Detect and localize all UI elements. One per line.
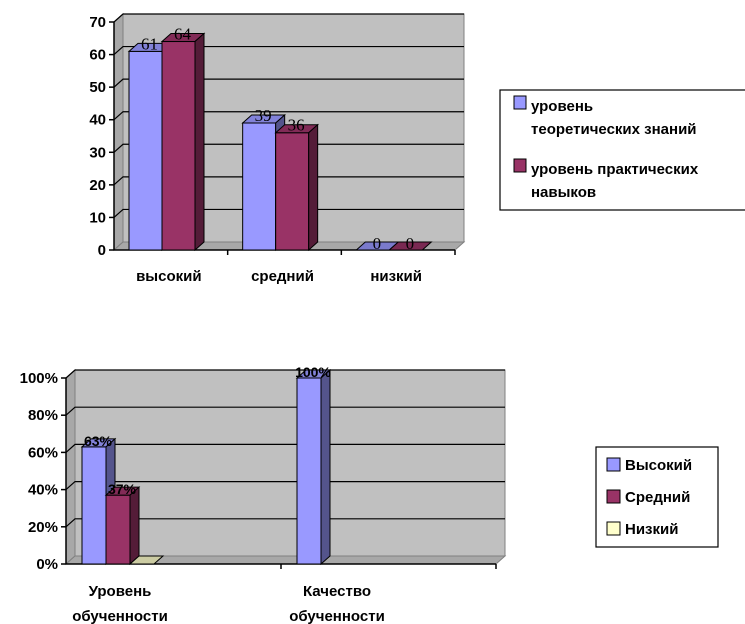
legend-swatch <box>514 96 526 109</box>
x-tick-label: низкий <box>370 268 422 285</box>
bar2-0-1-side <box>130 487 139 564</box>
legend-label: уровень практических <box>531 161 699 178</box>
legend-label: Низкий <box>625 521 678 538</box>
y-tick-label: 50 <box>89 79 106 96</box>
bar-0-0-front <box>129 51 162 250</box>
y-tick-label: 100% <box>20 370 58 387</box>
bar-1-1-front <box>276 133 309 250</box>
y-tick-label: 20% <box>28 519 58 536</box>
bar-0-1-front <box>162 42 195 250</box>
bar2-0-0-front <box>82 447 106 564</box>
y-tick-label: 0 <box>98 242 106 259</box>
y-tick-label: 80% <box>28 407 58 424</box>
y-tick-label: 0% <box>36 556 58 573</box>
y-tick-label: 40% <box>28 482 58 499</box>
chart-2: 0% 20% 40% 60% 80% 100% 63% 37% Уровень обученнос… <box>20 364 718 624</box>
y-tick-label: 70 <box>89 14 106 31</box>
y-tick-label: 60% <box>28 444 58 461</box>
bar2-1-0-side <box>321 370 330 564</box>
x-tick-label: Качество <box>303 583 371 600</box>
x-tick-label: обученности <box>289 608 385 624</box>
bar2-1-0 <box>297 370 330 564</box>
side-wall <box>114 14 123 250</box>
bar-1-1 <box>276 125 318 250</box>
chart-1: 0 10 20 30 40 50 60 70 61 64 высокий 39 36 средний 0 0 н… <box>89 14 745 285</box>
data-label: 61 <box>141 34 158 53</box>
legend-label: уровень <box>531 98 593 115</box>
y-tick-label: 60 <box>89 47 106 64</box>
bar-1-0-front <box>243 123 276 250</box>
legend-label: теоретических знаний <box>531 121 697 138</box>
legend-swatch <box>607 490 620 503</box>
y-tick-label: 30 <box>89 144 106 161</box>
x-tick-label: обученности <box>72 608 168 624</box>
legend-label: навыков <box>531 184 596 201</box>
bar2-1-0-front <box>297 378 321 564</box>
side-wall <box>66 370 75 564</box>
legend-swatch <box>607 458 620 471</box>
legend-label: Высокий <box>625 457 692 474</box>
data-label: 64 <box>174 25 192 44</box>
x-tick-label: высокий <box>136 268 202 285</box>
bar-1-1-side <box>309 125 318 250</box>
y-tick-label: 40 <box>89 112 106 129</box>
data-label: 39 <box>255 106 272 125</box>
data-label: 100% <box>295 364 331 380</box>
data-label: 0 <box>373 234 382 253</box>
data-label: 0 <box>406 234 415 253</box>
legend: уровень теоретических знаний уровень практ… <box>500 90 745 210</box>
y-tick-label: 10 <box>89 209 106 226</box>
bar-0-1 <box>162 34 204 250</box>
legend-swatch <box>607 522 620 535</box>
x-tick-label: Уровень <box>89 583 152 600</box>
y-tick-label: 20 <box>89 177 106 194</box>
x-tick-label: средний <box>251 268 314 285</box>
legend: Высокий Средний Низкий <box>596 447 718 547</box>
bar2-0-1 <box>106 487 139 564</box>
bar-0-1-side <box>195 34 204 250</box>
data-label: 36 <box>288 116 305 135</box>
legend-label: Средний <box>625 489 690 506</box>
bar2-0-1-front <box>106 495 130 564</box>
legend-swatch <box>514 159 526 172</box>
data-label: 37% <box>108 481 137 497</box>
data-label: 63% <box>84 433 113 449</box>
